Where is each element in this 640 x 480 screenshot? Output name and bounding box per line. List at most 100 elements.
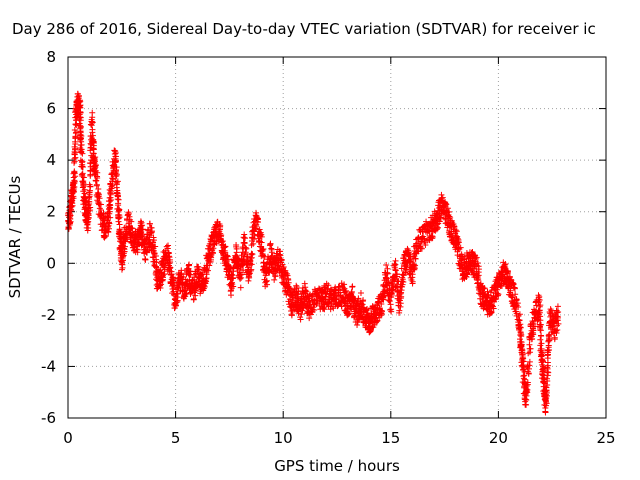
data-point — [78, 146, 85, 153]
data-point — [228, 271, 235, 278]
data-point — [91, 165, 98, 172]
data-point — [192, 292, 199, 299]
data-point — [303, 302, 310, 309]
data-point — [388, 290, 395, 297]
data-point — [115, 208, 122, 215]
data-point — [549, 323, 556, 330]
y-tick-label: 2 — [46, 203, 56, 221]
data-point — [248, 261, 255, 268]
data-point — [346, 310, 353, 317]
data-point — [378, 300, 385, 307]
data-point — [70, 183, 77, 190]
data-point — [267, 240, 274, 247]
data-point — [451, 223, 458, 230]
data-point — [456, 246, 463, 253]
data-point — [538, 332, 545, 339]
data-point — [441, 202, 448, 209]
data-point — [252, 225, 259, 232]
data-point — [133, 246, 140, 253]
data-point — [399, 283, 406, 290]
data-point — [303, 288, 310, 295]
data-point — [306, 315, 313, 322]
data-point — [113, 181, 120, 188]
data-point — [79, 164, 86, 171]
data-point — [210, 245, 217, 252]
data-point — [157, 282, 164, 289]
data-point — [272, 273, 279, 280]
data-point — [219, 238, 226, 245]
data-point — [310, 304, 317, 311]
data-point — [75, 93, 82, 100]
data-point — [240, 267, 247, 274]
data-point — [330, 305, 337, 312]
data-point — [260, 245, 267, 252]
data-point — [515, 303, 522, 310]
data-point — [412, 255, 419, 262]
data-point — [67, 218, 74, 225]
data-point — [168, 268, 175, 275]
data-point — [235, 256, 242, 263]
data-point — [313, 301, 320, 308]
data-point — [246, 270, 253, 277]
data-point — [502, 263, 509, 270]
data-point — [359, 298, 366, 305]
data-point — [278, 257, 285, 264]
data-point — [240, 256, 247, 263]
data-point — [250, 236, 257, 243]
data-point — [517, 329, 524, 336]
data-point — [537, 302, 544, 309]
data-point — [87, 204, 94, 211]
data-point — [538, 359, 545, 366]
data-point — [383, 275, 390, 282]
data-point — [280, 263, 287, 270]
data-point — [69, 202, 76, 209]
data-point — [512, 308, 519, 315]
data-point — [106, 219, 113, 226]
data-point — [275, 262, 282, 269]
x-axis-label: GPS time / hours — [274, 457, 400, 475]
data-point — [228, 292, 235, 299]
data-point — [289, 307, 296, 314]
y-tick-label: -4 — [41, 357, 56, 375]
data-point — [112, 148, 119, 155]
data-point — [70, 193, 77, 200]
data-point — [95, 200, 102, 207]
data-point — [77, 114, 84, 121]
data-point — [542, 398, 549, 405]
data-point — [495, 291, 502, 298]
data-point — [554, 303, 561, 310]
data-point — [504, 268, 511, 275]
data-point — [142, 256, 149, 263]
data-point — [543, 387, 550, 394]
data-point — [385, 279, 392, 286]
data-point — [437, 214, 444, 221]
data-point — [520, 358, 527, 365]
data-point — [526, 362, 533, 369]
data-point — [79, 170, 86, 177]
y-tick-label: -2 — [41, 306, 56, 324]
data-point — [114, 196, 121, 203]
data-point — [553, 329, 560, 336]
data-point — [203, 271, 210, 278]
data-point — [118, 261, 125, 268]
data-point — [178, 270, 185, 277]
data-point — [107, 189, 114, 196]
data-point — [90, 138, 97, 145]
data-point — [494, 286, 501, 293]
data-point — [106, 208, 113, 215]
data-points — [65, 90, 562, 416]
data-point — [222, 243, 229, 250]
data-point — [204, 267, 211, 274]
data-point — [91, 158, 98, 165]
data-point — [102, 232, 109, 239]
data-point — [539, 358, 546, 365]
data-point — [345, 311, 352, 318]
data-point — [71, 178, 78, 185]
data-point — [265, 267, 272, 274]
data-point — [325, 282, 332, 289]
data-point — [338, 303, 345, 310]
data-point — [280, 275, 287, 282]
data-point — [555, 320, 562, 327]
data-point — [86, 181, 93, 188]
